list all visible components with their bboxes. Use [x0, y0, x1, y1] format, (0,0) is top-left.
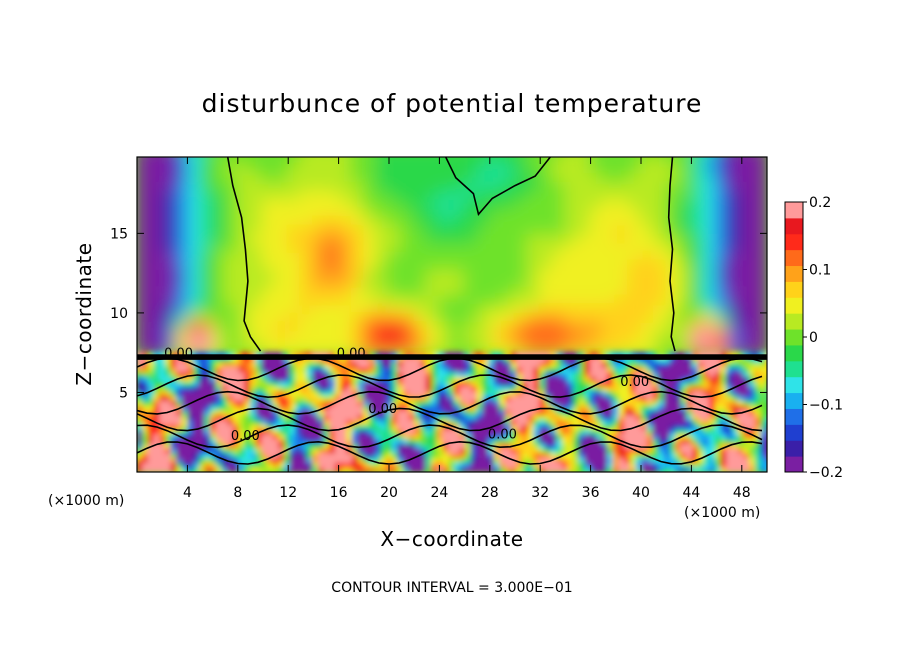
contour-label: 0.00 [368, 402, 397, 417]
colorbar-swatch [785, 265, 803, 282]
colorbar-swatch [785, 392, 803, 409]
x-tick-label: 44 [682, 485, 700, 501]
colorbar-swatch [785, 281, 803, 298]
contour-label: 0.00 [164, 346, 193, 361]
colorbar-ticks: 0.2 0.1 0 −0.1 −0.2 [803, 195, 843, 481]
colorbar-swatch [785, 249, 803, 267]
colorbar-tick-label: −0.2 [809, 465, 843, 481]
x-tick-label: 16 [330, 485, 348, 501]
x-tick-label: 28 [481, 485, 499, 501]
contour-lower-3 [137, 390, 763, 415]
y-tick-label: 10 [110, 306, 128, 322]
colorbar-swatch [785, 202, 803, 219]
contour-interval-note: CONTOUR INTERVAL = 3.000E−01 [331, 580, 572, 596]
colorbar-tick-label: 0.1 [809, 263, 831, 279]
colorbar-swatch [785, 376, 803, 394]
colorbar [784, 201, 804, 473]
contour-label: 0.00 [488, 428, 517, 443]
x-unit-left: (×1000 m) [48, 493, 124, 509]
x-tick-label: 24 [430, 485, 448, 501]
colorbar-tick-label: −0.1 [809, 398, 843, 414]
y-tick-label: 5 [119, 385, 128, 401]
x-tick-label: 12 [279, 485, 297, 501]
contour-labels: 0.00 0.00 0.00 0.00 0.00 0.00 [164, 346, 649, 444]
contour-lower-0 [137, 440, 763, 465]
contour-label: 0.00 [337, 346, 366, 361]
colorbar-tick-label: 0 [809, 330, 818, 346]
colorbar-swatch [785, 360, 803, 378]
contour-label: 0.00 [620, 375, 649, 390]
x-unit-right: (×1000 m) [684, 505, 760, 521]
plot-area [137, 157, 767, 472]
colorbar-swatch [785, 440, 803, 457]
colorbar-swatch [785, 313, 803, 330]
y-axis-label: Z−coordinate [72, 242, 96, 385]
x-tick-label: 8 [233, 485, 242, 501]
colorbar-swatch [785, 233, 803, 251]
x-tick-label: 40 [632, 485, 650, 501]
colorbar-swatch [785, 424, 803, 441]
y-tick-label: 15 [110, 226, 128, 242]
contour-lower-4 [137, 374, 763, 399]
contour-zero-top [444, 157, 551, 216]
colorbar-swatch [785, 344, 803, 362]
x-tick-label: 20 [380, 485, 398, 501]
colorbar-tick-label: 0.2 [809, 195, 831, 211]
plot-frame [136, 156, 768, 473]
colorbar-swatch [785, 408, 803, 425]
x-tick-label: 32 [531, 485, 549, 501]
heatmap-lower-layer [137, 352, 767, 472]
x-tick-label: 36 [582, 485, 600, 501]
y-axis-ticks: 5 10 15 [110, 226, 767, 401]
x-tick-label: 4 [183, 485, 192, 501]
contour-lower-1 [137, 424, 763, 449]
x-axis-ticks: 4 8 12 16 20 24 28 32 36 40 44 48 [183, 157, 751, 501]
chart-title: disturbunce of potential temperature [202, 89, 703, 118]
contour-label: 0.00 [231, 429, 260, 444]
x-axis-label: X−coordinate [380, 527, 523, 551]
contour-lower-5 [137, 357, 763, 382]
heatmap-upper-layer [137, 157, 767, 357]
contour-zero-right [667, 157, 676, 352]
colorbar-swatch [785, 456, 803, 473]
x-tick-label: 48 [733, 485, 751, 501]
colorbar-swatch [785, 297, 803, 314]
contour-lower-2 [137, 407, 763, 432]
colorbar-swatch [785, 329, 803, 346]
contour-lines [137, 157, 767, 465]
contour-zero-left [226, 157, 262, 352]
colorbar-swatch [785, 217, 803, 235]
